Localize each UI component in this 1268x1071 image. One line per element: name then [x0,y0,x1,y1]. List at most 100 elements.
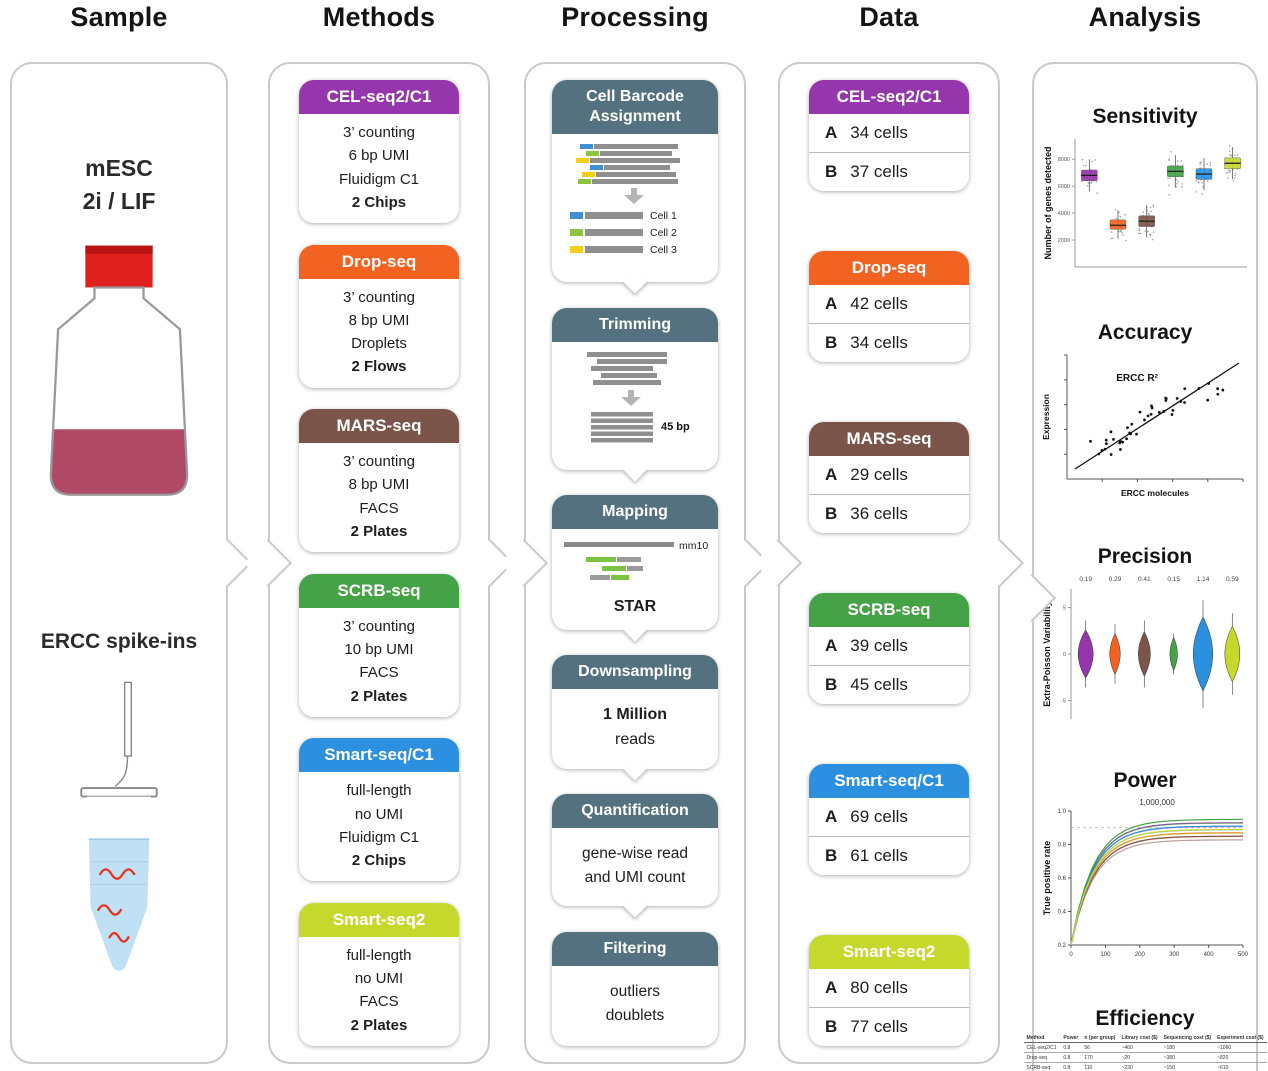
replicate-label: A [825,978,838,997]
barcoded-reads [576,144,680,184]
flow-arrow-data-to-analysis [975,538,1025,588]
method-replicates: 2 Plates [350,687,408,705]
svg-text:0.29: 0.29 [1109,576,1122,583]
flow-notch-methods [243,538,293,588]
trimming-illustration: 45 bp [587,351,690,443]
method-replicates: 2 Chips [351,193,407,211]
processing-step-barcode-assignment: Cell Barcode Assignment [552,80,718,294]
spike-ins-label: ERCC spike-ins [40,630,198,653]
pipette-tip [123,681,132,757]
svg-text:400: 400 [1204,952,1215,958]
column-header-sample: Sample [70,2,168,32]
method-details: 3’ counting 10 bp UMI FACS 2 Plates [299,608,459,717]
replicate-row: B 37 cells [809,152,969,191]
method-umi: 8 bp UMI [348,311,410,329]
culture-condition: 2i / LIF [82,188,156,215]
method-platform: Fluidigm C1 [338,170,420,188]
column-header-analysis: Analysis [1088,2,1202,32]
method-name: SCRB-seq [299,573,459,608]
step-body: 1 Million reads [552,689,718,769]
method-platform: Droplets [351,335,407,353]
step-body: outliers doublets [552,966,718,1046]
method-name: Smart-seq/C1 [299,738,459,773]
svg-text:8000: 8000 [1058,157,1070,163]
method-umi: no UMI [354,805,404,823]
replicate-row: A 34 cells [809,114,969,152]
cell-count: 36 cells [850,504,908,523]
svg-text:500: 500 [1238,952,1249,958]
svg-text:1,000,000: 1,000,000 [1139,798,1175,807]
replicate-row: B 77 cells [809,1007,969,1046]
analysis-precision: Precision -5 0 5 Extra-Poisson Variability 0… [1039,545,1251,732]
trimmed-reads [591,411,653,443]
replicate-label: B [825,1017,838,1036]
replicate-row: A 69 cells [809,798,969,836]
replicate-row: A 39 cells [809,627,969,665]
svg-text:0.4: 0.4 [1058,910,1067,916]
data-panel: CEL-seq2/C1 A 34 cells B 37 cells Drop-s… [753,62,1025,1064]
replicate-label: A [825,294,838,313]
method-card-scrbseq: SCRB-seq 3’ counting 10 bp UMI FACS 2 Pl… [299,573,459,717]
data-method-name: SCRB-seq [809,593,969,627]
data-card-celseq2: CEL-seq2/C1 A 34 cells B 37 cells [809,80,969,191]
replicate-label: B [825,504,838,523]
svg-text:1.0: 1.0 [1058,809,1067,815]
replicate-label: A [825,636,838,655]
step-title: Mapping [552,495,718,530]
chart-title-sensitivity: Sensitivity [1092,105,1198,128]
cell-count: 34 cells [850,123,908,142]
cell-count: 37 cells [850,162,908,181]
svg-text:6000: 6000 [1058,184,1070,190]
cell-count: 69 cells [850,807,908,826]
svg-text:1.14: 1.14 [1197,576,1210,583]
analysis-accuracy: Accuracy ERCC R² ERCC molecules Expression [1039,321,1251,508]
svg-text:200: 200 [1135,952,1146,958]
svg-text:Extra-Poisson Variability: Extra-Poisson Variability [1042,601,1052,707]
method-protocol: 3’ counting [343,453,415,471]
processing-step-downsampling: Downsampling 1 Million reads [552,655,718,781]
svg-text:5: 5 [1063,606,1066,612]
quantification-line1: gene-wise read [582,845,688,863]
processing-step-trimming: Trimming [552,307,718,482]
method-umi: 10 bp UMI [344,641,414,659]
data-card-smartseqc1: Smart-seq/C1 A 69 cells B 61 cells [809,764,969,875]
cell3-label: Cell 3 [650,244,677,256]
analysis-sensitivity: Sensitivity 2000 4000 6000 8000 Number of ge… [1039,105,1251,284]
svg-text:0.8: 0.8 [1058,843,1067,849]
replicate-row: B 45 cells [809,665,969,704]
method-card-smartseq2: Smart-seq2 full-length no UMI FACS 2 Pla… [299,902,459,1046]
column-header-processing: Processing [561,2,709,32]
svg-text:100: 100 [1100,952,1111,958]
method-name: Smart-seq2 [299,902,459,937]
processing-step-quantification: Quantification gene-wise read and UMI co… [552,794,718,918]
cell1-label: Cell 1 [650,210,677,222]
processing-panel: Cell Barcode Assignment [499,62,771,1064]
svg-text:ERCC R²: ERCC R² [1116,373,1158,384]
data-card-smartseq2: Smart-seq2 A 80 cells B 77 cells [809,935,969,1046]
cell-count: 29 cells [850,465,908,484]
data-method-name: Smart-seq/C1 [809,764,969,798]
method-card-marsseq: MARS-seq 3’ counting 8 bp UMI FACS 2 Pla… [299,409,459,553]
method-protocol: 3’ counting [343,124,415,141]
downsample-depth: 1 Million [603,706,667,724]
method-details: 3’ counting 8 bp UMI FACS 2 Plates [299,443,459,552]
processing-step-filtering: Filtering outliers doublets [552,931,718,1046]
flow-notch-data [753,538,803,588]
cell-count: 61 cells [850,846,908,865]
cell-count: 77 cells [850,1017,908,1036]
cell-count: 80 cells [850,978,908,997]
step-title: Trimming [552,307,718,342]
method-card-dropseq: Drop-seq 3’ counting 8 bp UMI Droplets 2… [299,244,459,388]
data-method-name: Smart-seq2 [809,935,969,969]
step-title: Cell Barcode Assignment [552,80,718,134]
cell-count: 42 cells [850,294,908,313]
tube-rim [80,787,158,798]
method-umi: 6 bp UMI [348,147,410,165]
column-header-data: Data [859,2,919,32]
replicate-row: A 42 cells [809,285,969,323]
cell2-label: Cell 2 [650,227,677,239]
method-platform: Fluidigm C1 [338,828,420,846]
flask-cap-top [85,245,153,254]
method-protocol: full-length [346,782,412,800]
svg-text:0.19: 0.19 [1079,576,1092,583]
